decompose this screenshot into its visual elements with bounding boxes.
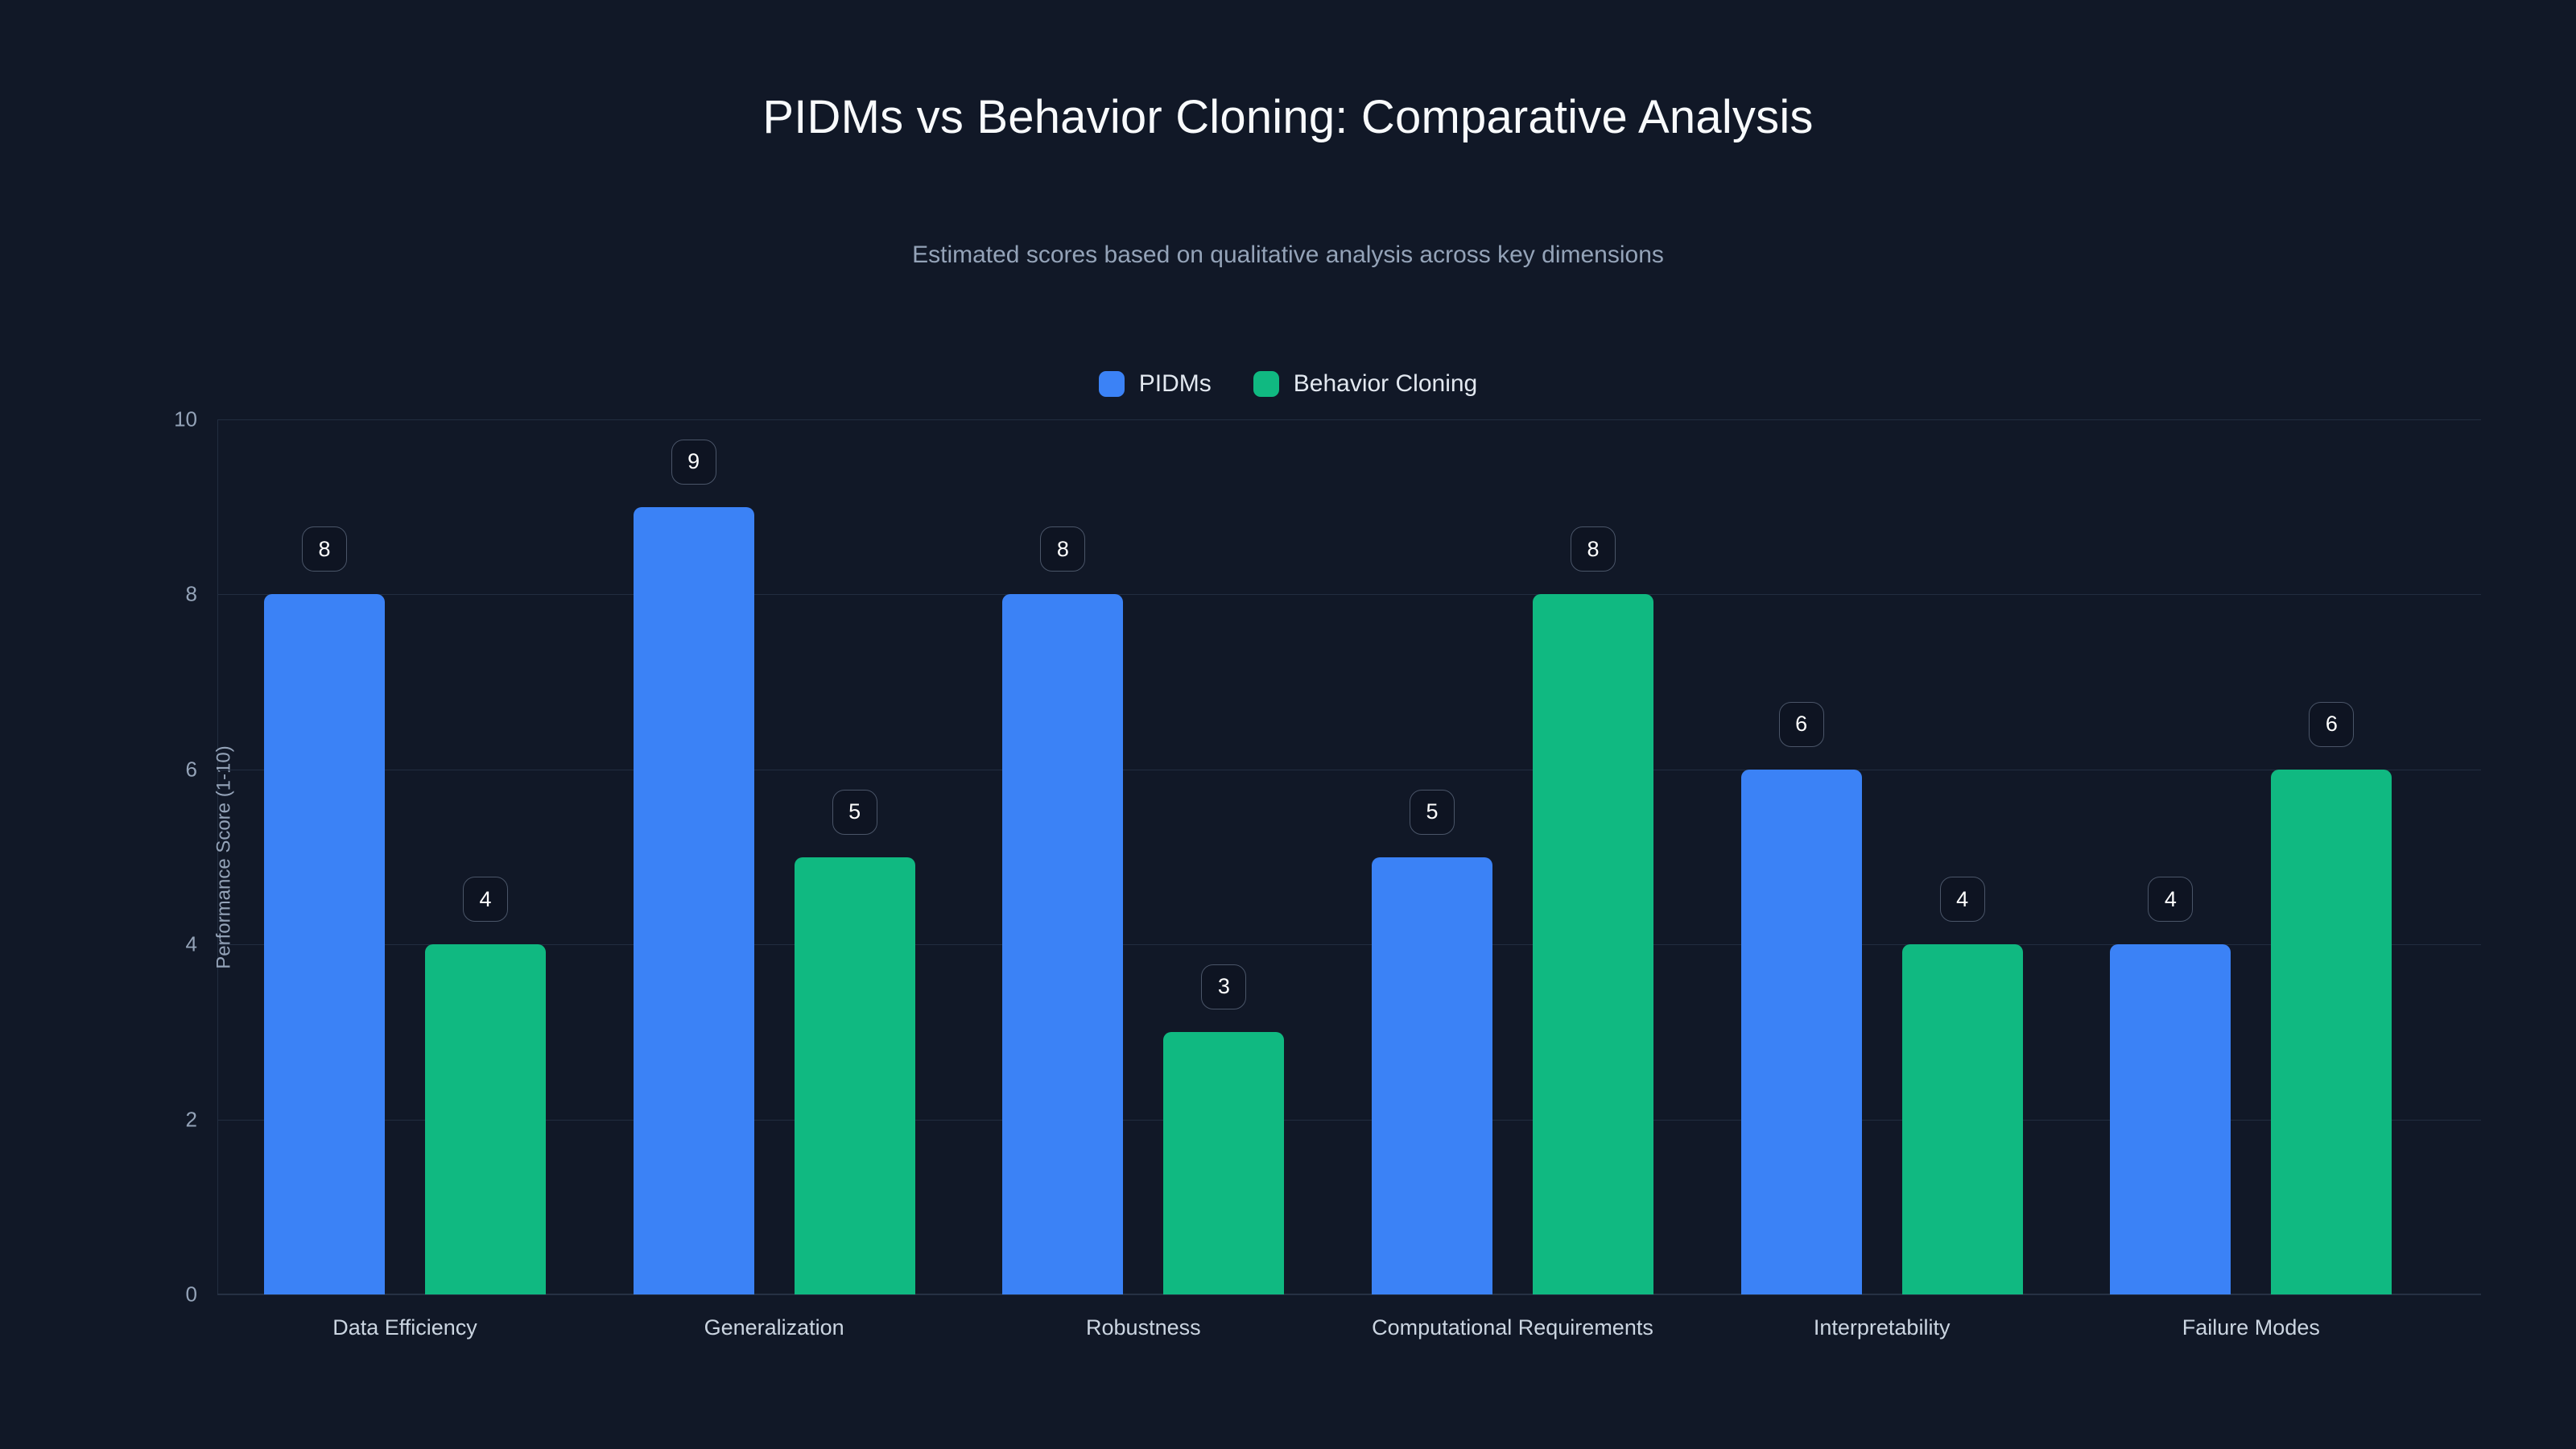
bar[interactable] (1533, 594, 1653, 1294)
y-tick-label: 4 (185, 931, 197, 956)
bar-value-label: 6 (2309, 701, 2355, 747)
bar-value-label: 4 (1939, 877, 1985, 923)
bar-value-label: 8 (1571, 526, 1616, 572)
gridline (217, 419, 2481, 420)
legend-label: PIDMs (1138, 370, 1212, 397)
legend-item-behavior-cloning[interactable]: Behavior Cloning (1253, 370, 1477, 398)
y-axis-line (217, 419, 218, 1294)
plot-area: Performance Score (1-10) 10 8 6 4 2 0 8 4 9 5 8 3 5… (174, 407, 2481, 1340)
y-axis-title: Performance Score (1-10) (213, 745, 235, 969)
x-tick-label: Failure Modes (2182, 1315, 2320, 1340)
y-tick-label: 10 (174, 407, 197, 431)
x-tick-label: Generalization (704, 1315, 844, 1340)
bar[interactable] (1901, 944, 2023, 1294)
bar[interactable] (1002, 594, 1124, 1294)
bar-value-label: 4 (2148, 877, 2194, 923)
bar-value-label: 4 (463, 877, 508, 923)
x-tick-label: Data Efficiency (332, 1315, 477, 1340)
x-tick-label: Robustness (1086, 1315, 1201, 1340)
square-swatch-icon (1253, 371, 1279, 397)
bar-value-label: 5 (1410, 789, 1455, 835)
chart-legend: PIDMs Behavior Cloning (0, 370, 2576, 398)
chart-subtitle: Estimated scores based on qualitative an… (912, 242, 1664, 268)
bar[interactable] (2271, 769, 2392, 1294)
bar-value-label: 6 (1778, 701, 1824, 747)
x-tick-label: Interpretability (1813, 1315, 1951, 1340)
bar-value-label: 3 (1201, 964, 1247, 1009)
bar-value-label: 8 (302, 526, 347, 572)
chart-title: PIDMs vs Behavior Cloning: Comparative A… (762, 91, 1814, 143)
bar[interactable] (2110, 944, 2231, 1294)
bar[interactable] (1372, 857, 1492, 1294)
gridline (217, 594, 2481, 596)
bar[interactable] (1740, 769, 1862, 1294)
bar[interactable] (264, 594, 385, 1294)
legend-label: Behavior Cloning (1293, 370, 1478, 397)
bar-value-label: 5 (832, 789, 877, 835)
legend-item-pidms[interactable]: PIDMs (1098, 370, 1212, 398)
y-tick-label: 8 (185, 581, 197, 606)
bar-value-label: 8 (1040, 526, 1086, 572)
gridline (217, 944, 2481, 946)
bar-value-label: 9 (671, 439, 716, 485)
bar[interactable] (425, 944, 546, 1294)
y-tick-label: 2 (185, 1107, 197, 1132)
x-tick-label: Computational Requirements (1372, 1315, 1653, 1340)
bar[interactable] (633, 506, 754, 1294)
square-swatch-icon (1098, 371, 1125, 397)
gridline (217, 1294, 2481, 1295)
y-tick-label: 6 (185, 757, 197, 782)
bar[interactable] (794, 857, 915, 1294)
bar[interactable] (1163, 1031, 1285, 1294)
y-tick-label: 0 (185, 1282, 197, 1307)
gridline (217, 1119, 2481, 1121)
